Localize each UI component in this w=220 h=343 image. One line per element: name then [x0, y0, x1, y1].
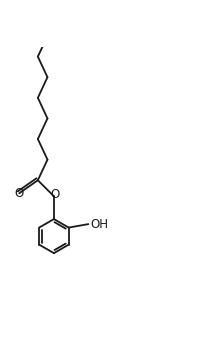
Text: O: O	[15, 187, 24, 200]
Text: OH: OH	[90, 217, 108, 230]
Text: O: O	[50, 188, 59, 201]
